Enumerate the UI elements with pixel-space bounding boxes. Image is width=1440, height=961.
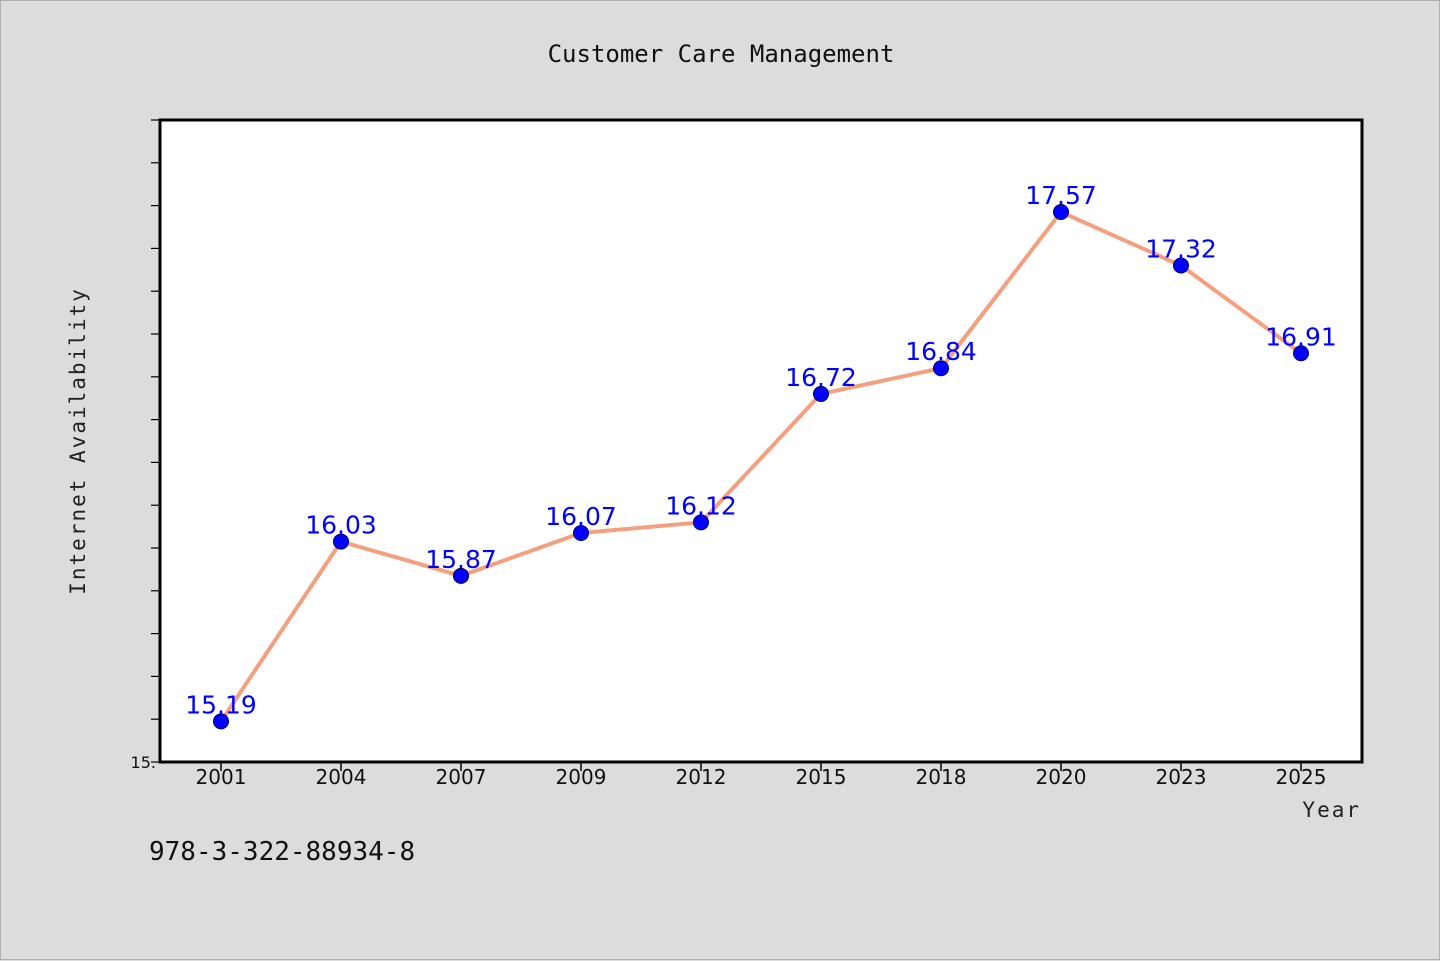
data-label: 16.12: [665, 491, 737, 520]
y-axis-title: Internet Availability: [66, 287, 90, 595]
x-axis-title: Year: [1302, 798, 1361, 822]
data-point: [693, 514, 709, 531]
series-markers: [213, 204, 1309, 730]
data-label: 16.91: [1265, 322, 1337, 351]
data-label: 16.84: [905, 337, 977, 366]
data-labels: 15.19 16.03 15.87 16.07 16.12 16.72 16.84 17.57…: [185, 181, 1337, 719]
x-tick-label: 2004: [316, 765, 367, 789]
x-tick-label: 2025: [1276, 765, 1327, 789]
y-tick-label: 15.: [131, 753, 156, 772]
data-point: [1053, 204, 1069, 221]
data-point: [333, 533, 349, 550]
data-point: [213, 713, 229, 730]
data-label: 17.57: [1025, 181, 1097, 210]
series-line: [219, 210, 1303, 723]
data-label: 16.07: [545, 502, 617, 531]
data-point: [1293, 345, 1309, 362]
data-label: 16.72: [785, 363, 857, 392]
data-point: [453, 567, 469, 584]
y-axis-ticks: 15.: [131, 119, 160, 772]
chart-title: Customer Care Management: [548, 40, 895, 68]
x-tick-label: 2009: [556, 765, 607, 789]
x-tick-label: 2023: [1156, 765, 1207, 789]
data-label: 15.87: [425, 545, 497, 574]
x-tick-label: 2007: [436, 765, 487, 789]
data-label: 17.32: [1145, 235, 1217, 264]
data-point: [813, 385, 829, 402]
isbn-footnote: 978-3-322-88934-8: [149, 837, 416, 867]
x-tick-label: 2020: [1036, 765, 1087, 789]
x-axis-ticks: 2001 2004 2007 2009 2012 2015 2018 2020 2023 2025: [196, 762, 1327, 789]
data-label: 16.03: [305, 511, 377, 540]
data-point: [933, 360, 949, 377]
plot-area: [158, 118, 1364, 764]
data-label: 15.19: [185, 690, 257, 719]
data-point: [1173, 257, 1189, 274]
x-tick-label: 2001: [196, 765, 247, 789]
x-tick-label: 2018: [916, 765, 967, 789]
data-point: [573, 525, 589, 542]
x-tick-label: 2015: [796, 765, 847, 789]
x-tick-label: 2012: [676, 765, 727, 789]
